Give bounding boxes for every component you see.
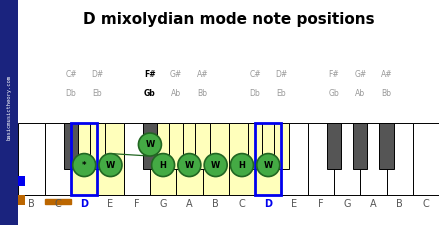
Bar <box>45 199 71 204</box>
Text: W: W <box>145 140 154 149</box>
Bar <box>360 123 387 195</box>
Ellipse shape <box>231 153 253 177</box>
Text: Gb: Gb <box>144 89 156 98</box>
Text: F#: F# <box>329 70 339 79</box>
Bar <box>353 123 367 169</box>
Bar <box>334 123 360 195</box>
Text: Ab: Ab <box>355 89 365 98</box>
Ellipse shape <box>99 153 122 177</box>
Text: Ab: Ab <box>171 89 181 98</box>
Text: G#: G# <box>170 70 182 79</box>
Text: Eb: Eb <box>277 89 286 98</box>
Bar <box>282 123 308 195</box>
Bar <box>255 123 282 195</box>
Bar <box>202 123 229 195</box>
Text: F: F <box>318 199 324 209</box>
Bar <box>274 123 289 169</box>
Bar <box>71 123 97 195</box>
Text: W: W <box>106 161 115 170</box>
Bar <box>379 123 394 169</box>
Ellipse shape <box>139 133 161 156</box>
Bar <box>18 123 45 195</box>
Bar <box>143 123 157 169</box>
Text: D: D <box>80 199 88 209</box>
Text: H: H <box>160 161 166 170</box>
Bar <box>229 123 255 195</box>
Text: B: B <box>28 199 35 209</box>
Text: Db: Db <box>250 89 260 98</box>
Bar <box>413 123 439 195</box>
Text: A#: A# <box>197 70 208 79</box>
Bar <box>71 123 97 195</box>
Text: E: E <box>291 199 297 209</box>
Bar <box>195 123 210 169</box>
Bar <box>97 123 124 195</box>
Text: Db: Db <box>66 89 77 98</box>
Text: E: E <box>107 199 114 209</box>
Text: H: H <box>238 161 246 170</box>
Text: W: W <box>211 161 220 170</box>
Bar <box>64 123 78 169</box>
Bar <box>124 123 150 195</box>
Text: C: C <box>55 199 61 209</box>
Bar <box>308 123 334 195</box>
Bar <box>255 123 282 195</box>
Text: D: D <box>264 199 272 209</box>
Bar <box>90 123 105 169</box>
Bar <box>176 123 202 195</box>
Text: B: B <box>396 199 403 209</box>
Text: Eb: Eb <box>92 89 102 98</box>
Bar <box>327 123 341 169</box>
Bar <box>248 123 262 169</box>
Text: basicmusictheory.com: basicmusictheory.com <box>7 76 12 140</box>
Ellipse shape <box>151 153 175 177</box>
Text: D#: D# <box>275 70 287 79</box>
Text: C#: C# <box>249 70 261 79</box>
Text: A: A <box>370 199 377 209</box>
Text: F: F <box>134 199 139 209</box>
Text: W: W <box>264 161 273 170</box>
Text: D#: D# <box>91 70 103 79</box>
Text: Gb: Gb <box>329 89 339 98</box>
Text: A: A <box>186 199 193 209</box>
Text: F#: F# <box>144 70 156 79</box>
Text: C#: C# <box>65 70 77 79</box>
Text: W: W <box>185 161 194 170</box>
Bar <box>150 123 176 195</box>
Ellipse shape <box>257 153 280 177</box>
Bar <box>387 123 413 195</box>
Text: G: G <box>343 199 351 209</box>
Ellipse shape <box>204 153 227 177</box>
Text: B: B <box>212 199 219 209</box>
Text: Bb: Bb <box>198 89 208 98</box>
Text: G: G <box>159 199 167 209</box>
Ellipse shape <box>73 153 96 177</box>
Text: C: C <box>238 199 246 209</box>
Text: *: * <box>82 161 86 170</box>
Bar <box>45 123 71 195</box>
Text: C: C <box>422 199 429 209</box>
Text: Bb: Bb <box>381 89 392 98</box>
Text: D mixolydian mode note positions: D mixolydian mode note positions <box>83 12 374 27</box>
Ellipse shape <box>178 153 201 177</box>
Text: A#: A# <box>381 70 392 79</box>
Text: G#: G# <box>354 70 367 79</box>
Bar <box>169 123 183 169</box>
